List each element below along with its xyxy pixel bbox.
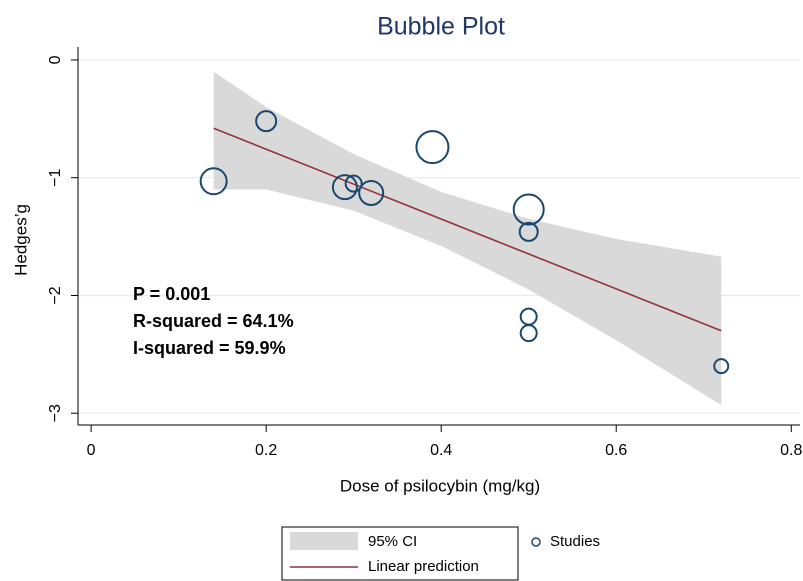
bubble	[415, 130, 450, 165]
x-tick-label: 0.2	[255, 442, 277, 459]
bubble	[518, 221, 539, 242]
y-tick-label: −2	[47, 286, 64, 304]
y-tick-label: −3	[47, 404, 64, 422]
legend-label: Studies	[550, 533, 600, 550]
annotation: R-squared = 64.1%	[133, 311, 294, 331]
x-tick-label: 0.4	[430, 442, 452, 459]
x-tick-label: 0	[87, 442, 96, 459]
y-tick-label: −1	[47, 168, 64, 186]
bubble	[358, 180, 385, 207]
y-axis-title: Hedges’g	[11, 204, 30, 276]
bubble	[519, 324, 538, 343]
bubble	[331, 174, 358, 201]
fit-line	[213, 127, 722, 332]
annotation: P = 0.001	[133, 284, 210, 304]
bubble	[199, 167, 228, 196]
x-axis-title: Dose of psilocybin (mg/kg)	[340, 476, 540, 495]
x-tick-label: 0.6	[605, 442, 627, 459]
bubble	[713, 358, 730, 375]
bubble	[512, 193, 545, 226]
x-tick-label: 0.8	[780, 442, 802, 459]
legend-label: 95% CI	[368, 533, 417, 550]
annotation: I-squared = 59.9%	[133, 338, 286, 358]
bubble	[344, 174, 363, 193]
legend-swatch	[290, 532, 358, 550]
legend-marker	[531, 537, 541, 547]
y-tick-label: 0	[47, 55, 64, 64]
legend-label: Linear prediction	[368, 558, 479, 575]
bubble	[255, 110, 278, 133]
chart-title: Bubble Plot	[377, 13, 505, 41]
ci-band	[213, 71, 722, 405]
